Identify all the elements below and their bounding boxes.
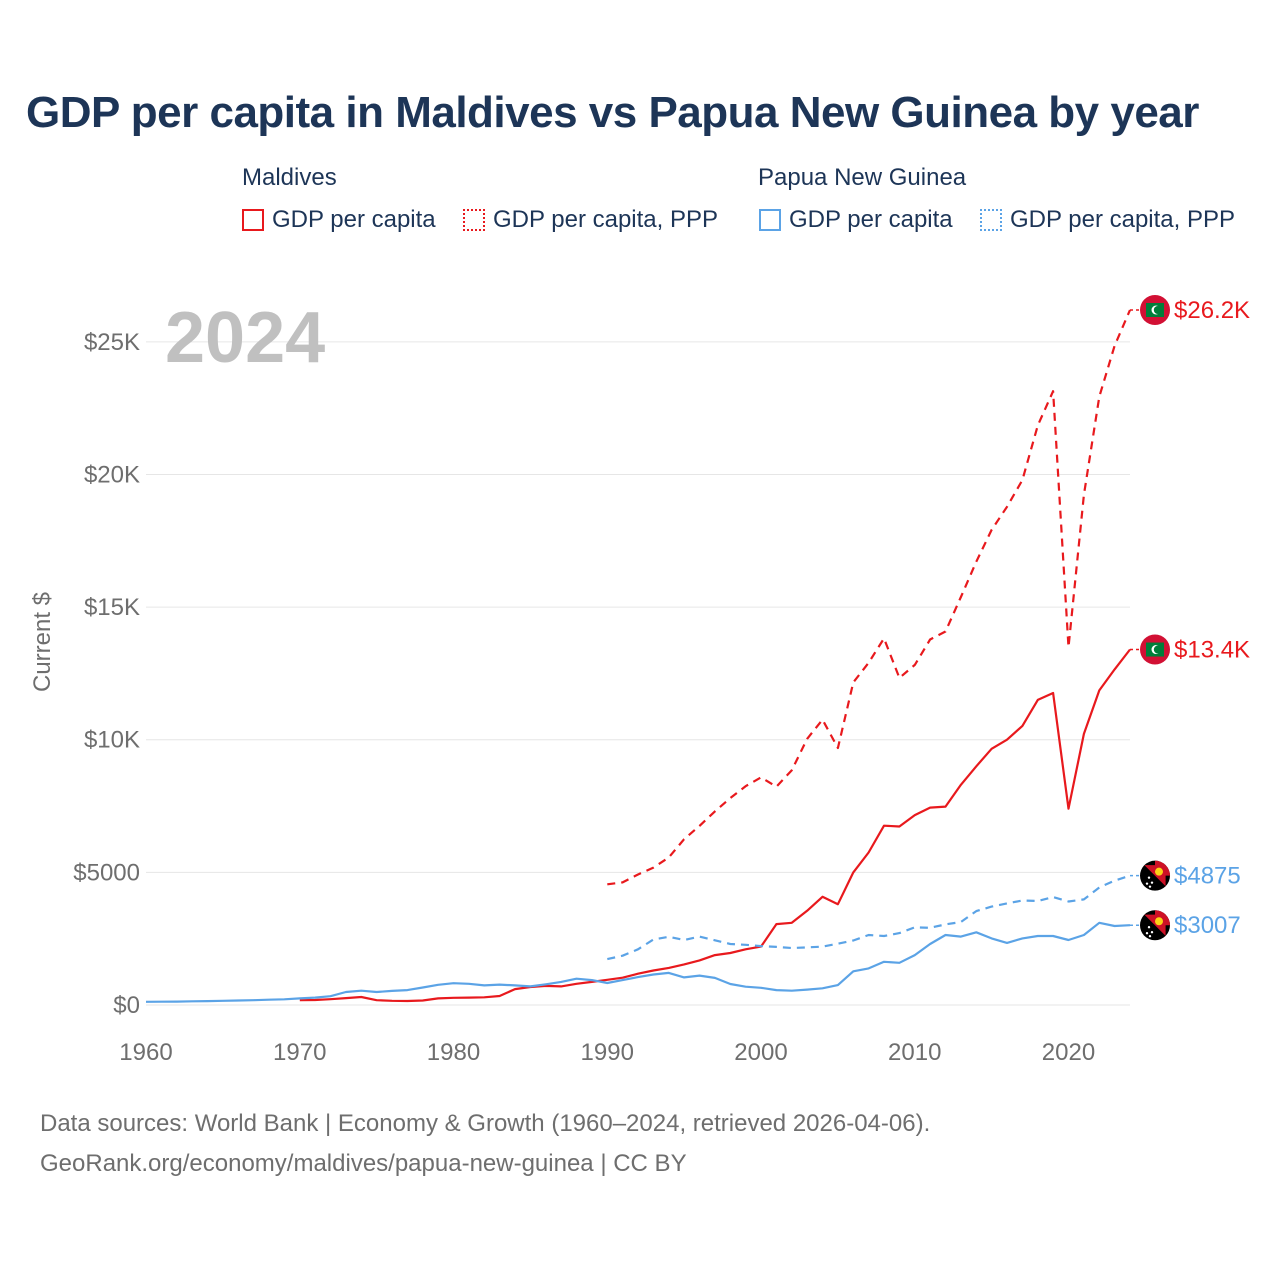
series-line-png-ppp (607, 874, 1131, 961)
y-tick-label: $25K (84, 329, 140, 356)
flag-icon-maldives (1140, 634, 1170, 665)
legend-group-maldives: Maldives (242, 164, 337, 191)
legend-swatch-dotted-red (463, 209, 485, 231)
x-tick-label: 1980 (427, 1039, 480, 1066)
year-watermark: 2024 (165, 298, 325, 378)
end-value-label: $3007 (1174, 912, 1241, 939)
legend-label: GDP per capita, PPP (493, 206, 718, 233)
y-tick-label: $5000 (73, 859, 140, 886)
y-axis-label: Current $ (29, 592, 56, 692)
legend-item-png-gdp[interactable]: GDP per capita (759, 206, 953, 234)
y-tick-label: $10K (84, 727, 140, 754)
legend-item-maldives-gdp[interactable]: GDP per capita (242, 206, 436, 234)
end-value-label: $26.2K (1174, 297, 1250, 324)
x-tick-label: 2020 (1042, 1039, 1095, 1066)
y-tick-label: $0 (113, 992, 140, 1019)
end-value-label: $13.4K (1174, 637, 1250, 664)
x-tick-label: 2010 (888, 1039, 941, 1066)
legend-swatch-solid-red (242, 209, 264, 231)
flag-icon-png (1140, 860, 1170, 891)
series-line-maldives-ppp (607, 309, 1132, 886)
footer-link[interactable]: GeoRank.org/economy/maldives/papua-new-g… (40, 1150, 687, 1177)
chart-title: GDP per capita in Maldives vs Papua New … (26, 88, 1199, 137)
series-line-maldives-gdp (299, 648, 1131, 1003)
end-value-label: $4875 (1174, 863, 1241, 890)
legend-label: GDP per capita (272, 206, 436, 233)
end-markers: $13.4K $26.2K $3007 $4875 (1130, 295, 1250, 941)
x-tick-label: 2000 (734, 1039, 787, 1066)
flag-icon-png (1140, 910, 1170, 941)
x-tick-label: 1960 (119, 1039, 172, 1066)
x-axis-ticks: 1960 1970 1980 1990 2000 2010 2020 (119, 1039, 1095, 1066)
grid (146, 341, 1130, 1006)
legend-item-png-ppp[interactable]: GDP per capita, PPP (980, 206, 1235, 234)
x-tick-label: 1990 (581, 1039, 634, 1066)
legend-item-maldives-ppp[interactable]: GDP per capita, PPP (463, 206, 718, 234)
flag-icon-maldives (1140, 295, 1170, 325)
footer-sources: Data sources: World Bank | Economy & Gro… (40, 1110, 931, 1137)
series-lines (145, 309, 1132, 1003)
legend-label: GDP per capita (789, 206, 953, 233)
legend-swatch-solid-blue (759, 209, 781, 231)
legend-swatch-dotted-blue (980, 209, 1002, 231)
y-tick-label: $20K (84, 461, 140, 488)
x-tick-label: 1970 (273, 1039, 326, 1066)
series-line-png-gdp (145, 921, 1131, 1003)
legend-label: GDP per capita, PPP (1010, 206, 1235, 233)
legend-group-png: Papua New Guinea (758, 164, 967, 191)
y-tick-label: $15K (84, 594, 140, 621)
y-axis-ticks: $0 $5000 $10K $15K $20K $25K (73, 329, 140, 1019)
